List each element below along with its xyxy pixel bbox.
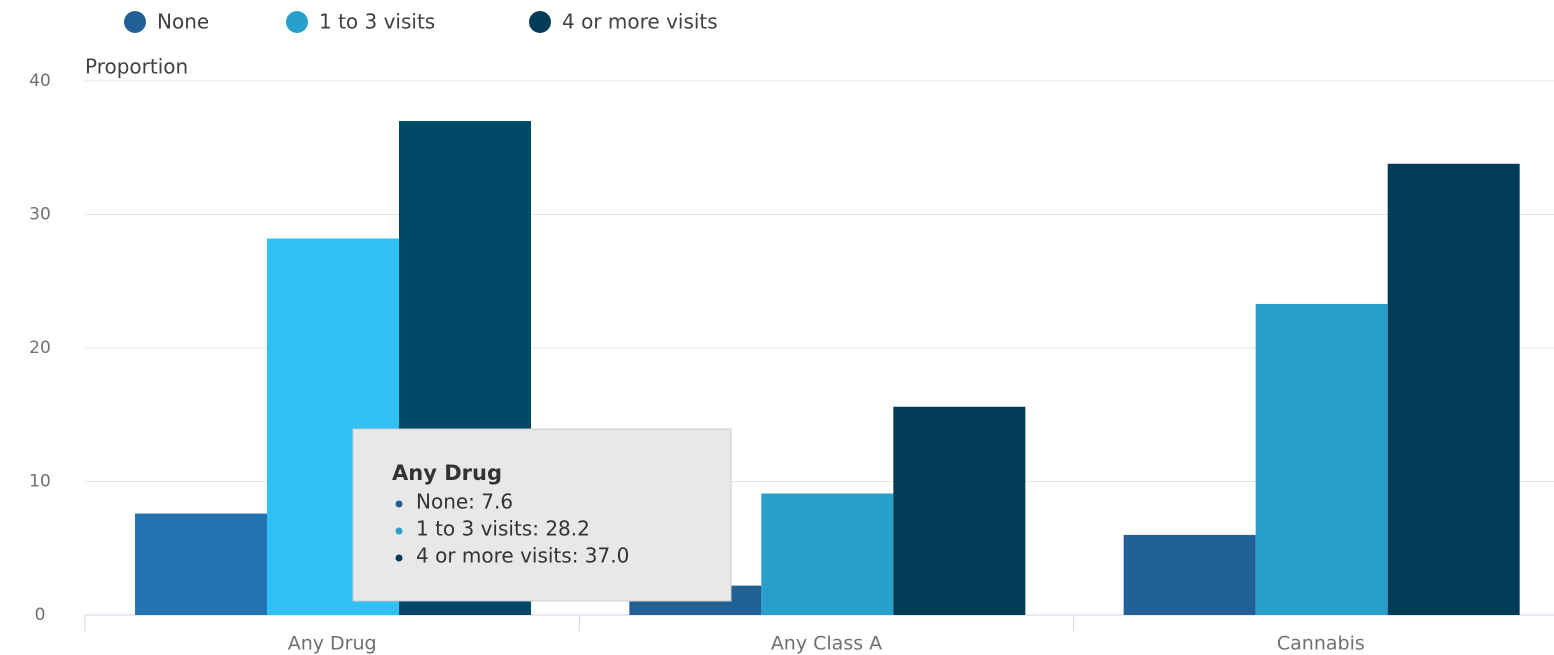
tooltip-item: 1 to 3 visits: 28.2	[416, 517, 590, 541]
y-tick-label: 20	[29, 338, 51, 358]
legend-marker	[124, 11, 146, 33]
bar	[135, 513, 267, 615]
legend-marker	[286, 11, 308, 33]
y-axis-label: Proportion	[85, 55, 188, 79]
y-tick-label: 0	[35, 605, 46, 625]
tooltip-title: Any Drug	[392, 461, 502, 485]
bar	[1123, 534, 1256, 615]
bar	[761, 493, 894, 615]
y-tick-label: 40	[29, 71, 51, 91]
x-tick-label: Any Class A	[771, 633, 882, 655]
legend-label: 4 or more visits	[562, 10, 718, 34]
bar	[1387, 163, 1520, 615]
tooltip-item: 4 or more visits: 37.0	[416, 544, 629, 568]
legend-label: 1 to 3 visits	[319, 10, 435, 34]
x-tick-label: Any Drug	[288, 633, 377, 655]
y-tick-label: 30	[29, 205, 51, 225]
legend-label: None	[157, 10, 209, 34]
bar	[1255, 303, 1388, 615]
tooltip: Any Drug None: 7.6 1 to 3 visits: 28.2 4 or…	[352, 428, 732, 602]
tooltip-bullet	[395, 500, 403, 508]
legend-marker	[529, 11, 551, 33]
x-tick-label: Cannabis	[1277, 633, 1365, 655]
y-tick-label: 10	[29, 472, 51, 492]
tooltip-bullet	[395, 554, 403, 562]
tooltip-bullet	[395, 527, 403, 535]
tooltip-item: None: 7.6	[416, 490, 513, 514]
bar	[893, 406, 1026, 615]
tooltip-box	[352, 428, 732, 602]
